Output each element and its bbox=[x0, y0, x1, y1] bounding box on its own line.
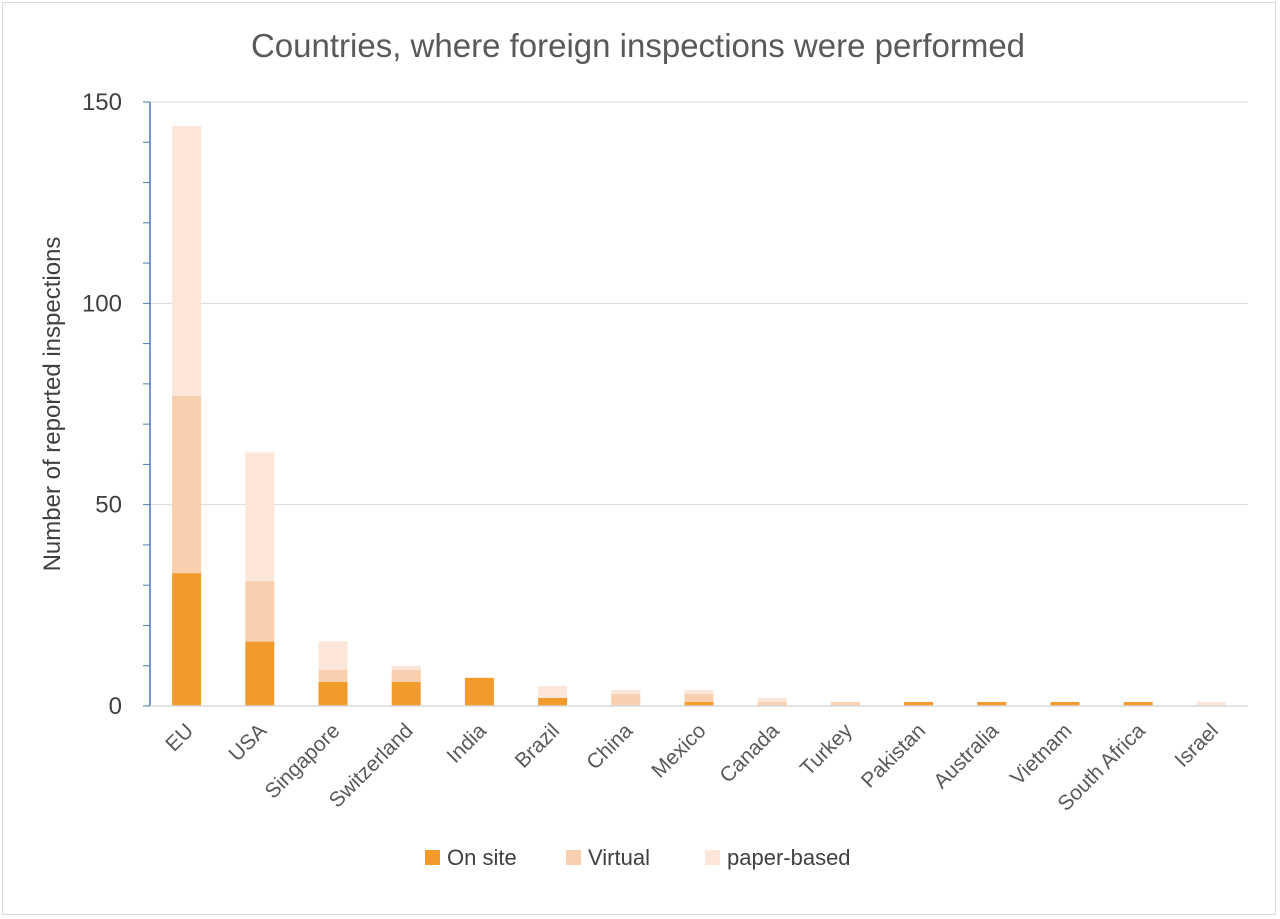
bar-on-site-australia bbox=[977, 701, 1007, 706]
x-tick-label: Vietnam bbox=[1006, 719, 1076, 789]
bar-paper-based-brazil bbox=[538, 685, 568, 698]
x-tick-label: Israel bbox=[1170, 719, 1223, 772]
y-tick-label: 150 bbox=[82, 89, 122, 116]
bars bbox=[172, 126, 1226, 706]
bar-on-site-mexico bbox=[684, 701, 714, 706]
bar-paper-based-usa bbox=[245, 452, 275, 582]
x-tick-label: China bbox=[582, 719, 637, 774]
x-tick-label: Mexico bbox=[647, 719, 710, 782]
legend-swatch bbox=[705, 850, 720, 865]
x-tick-label: Australia bbox=[929, 719, 1003, 793]
bar-on-site-eu bbox=[172, 573, 202, 706]
x-tick-label: Brazil bbox=[511, 719, 564, 772]
bar-paper-based-israel bbox=[1196, 701, 1226, 706]
bar-on-site-singapore bbox=[318, 681, 348, 706]
x-tick-label: Pakistan bbox=[857, 719, 930, 792]
bar-virtual-eu bbox=[172, 395, 202, 574]
bar-on-site-vietnam bbox=[1050, 701, 1080, 706]
bar-on-site-usa bbox=[245, 641, 275, 706]
chart-title: Countries, where foreign inspections wer… bbox=[251, 27, 1025, 64]
axes bbox=[143, 101, 1248, 707]
y-tick-label: 100 bbox=[82, 290, 122, 317]
bar-virtual-switzerland bbox=[391, 669, 421, 682]
bar-virtual-turkey bbox=[830, 701, 860, 706]
bar-on-site-india bbox=[464, 677, 494, 706]
x-tick-label: Canada bbox=[715, 719, 784, 788]
bar-virtual-usa bbox=[245, 581, 275, 642]
legend: On site Virtual paper-based bbox=[425, 845, 851, 870]
y-axis-ticks: 0 50 100 150 bbox=[82, 89, 122, 720]
legend-label: On site bbox=[447, 845, 517, 870]
bar-on-site-pakistan bbox=[904, 701, 934, 706]
x-tick-label: EU bbox=[161, 719, 198, 756]
bar-paper-based-eu bbox=[172, 126, 202, 396]
legend-swatch bbox=[425, 850, 440, 865]
y-tick-label: 50 bbox=[95, 492, 122, 519]
bar-on-site-switzerland bbox=[391, 681, 421, 706]
legend-label: Virtual bbox=[588, 845, 650, 870]
bar-paper-based-canada bbox=[757, 697, 787, 702]
bar-on-site-brazil bbox=[538, 697, 568, 706]
y-tick-label: 0 bbox=[109, 693, 122, 720]
x-tick-label: Turkey bbox=[796, 719, 857, 780]
bar-paper-based-switzerland bbox=[391, 665, 421, 670]
bar-paper-based-mexico bbox=[684, 689, 714, 694]
bar-virtual-canada bbox=[757, 701, 787, 706]
bar-virtual-china bbox=[611, 693, 641, 706]
bar-virtual-mexico bbox=[684, 693, 714, 702]
y-axis-label: Number of reported inspections bbox=[39, 237, 66, 572]
x-tick-label: India bbox=[442, 719, 491, 768]
x-tick-label: USA bbox=[225, 719, 272, 766]
bar-on-site-south-africa bbox=[1123, 701, 1153, 706]
bar-paper-based-singapore bbox=[318, 641, 348, 670]
gridlines bbox=[150, 101, 1248, 506]
bar-paper-based-china bbox=[611, 689, 641, 694]
bar-virtual-singapore bbox=[318, 669, 348, 682]
legend-label: paper-based bbox=[727, 845, 851, 870]
legend-swatch bbox=[566, 850, 581, 865]
